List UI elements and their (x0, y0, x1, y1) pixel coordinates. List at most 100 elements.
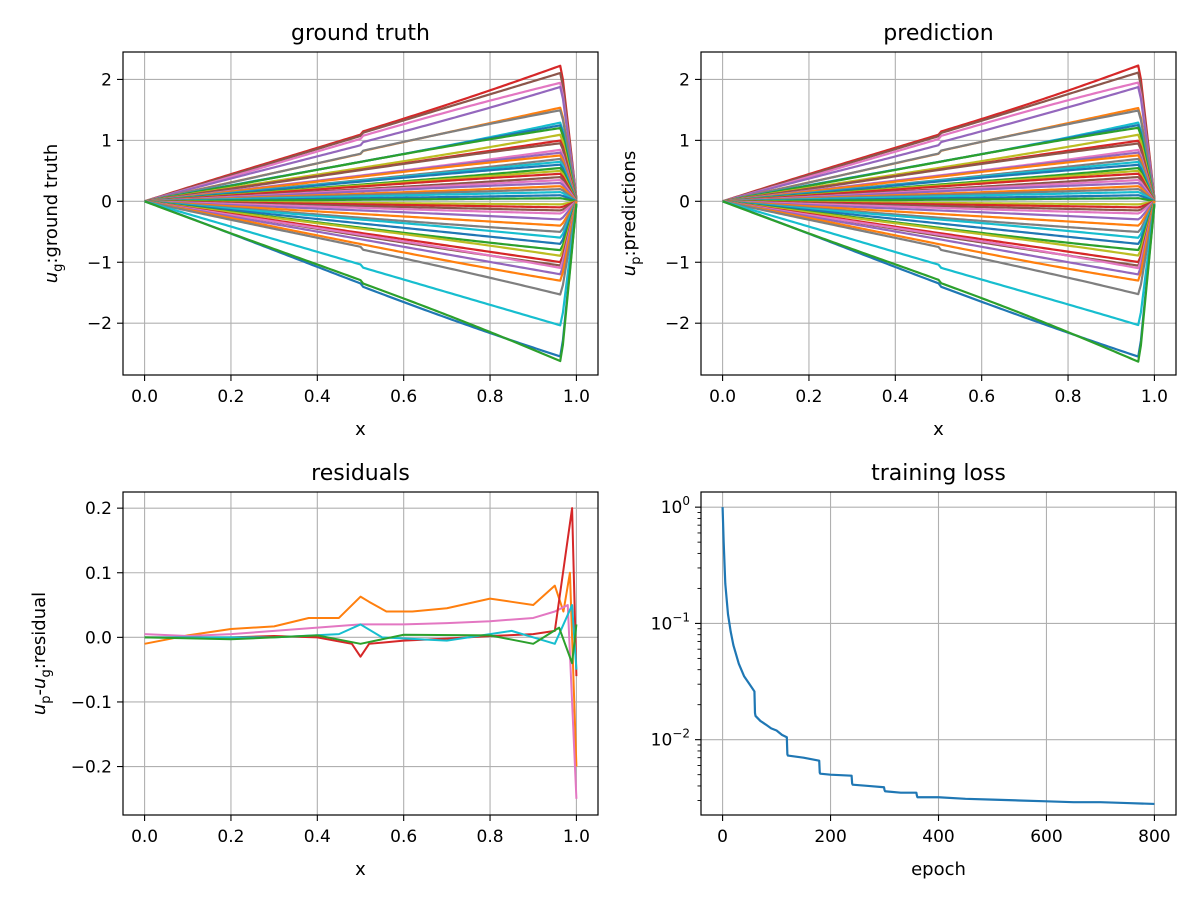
plot-area (721, 507, 1155, 806)
axes-frame (122, 51, 599, 376)
series-line (721, 507, 1155, 806)
y-tick-label: −1 (87, 253, 112, 273)
series-line (722, 200, 1156, 327)
series-line (144, 200, 578, 296)
series-line (722, 200, 1156, 239)
series-line (722, 200, 1156, 296)
y-tick-label: −2 (665, 314, 690, 334)
panel-residuals: 0.0 0.2 0.4 0.6 0.8 1.0 0.2 0.1 0.0 −0.1 −0.2 resi… (29, 461, 599, 880)
x-tick-label: 0.4 (882, 387, 909, 407)
x-tick-label: 600 (1030, 827, 1062, 847)
y-axis-label: up-ug:residual (29, 592, 54, 715)
plot-area (144, 507, 578, 799)
series-line (144, 624, 578, 665)
series-line (144, 200, 578, 363)
chart-title: ground truth (291, 21, 430, 46)
plot-area (144, 64, 578, 363)
y-tick-label: 10−2 (651, 727, 690, 751)
x-tick-label: 0.2 (795, 387, 822, 407)
x-tick-label: 0.2 (217, 387, 244, 407)
series-line (144, 109, 578, 203)
series-line (144, 71, 578, 203)
y-tick-label: 2 (679, 70, 690, 90)
tick-marks: 0.0 0.2 0.4 0.6 0.8 1.0 2 1 0 −1 −2 (87, 70, 590, 407)
series-line (144, 200, 578, 221)
x-tick-label: 0.6 (390, 827, 417, 847)
series-line (144, 200, 578, 227)
x-tick-label: 1.0 (1141, 387, 1168, 407)
y-tick-label: 2 (101, 70, 112, 90)
series-line (144, 200, 578, 245)
x-tick-label: 0.4 (304, 827, 331, 847)
y-tick-label: 0.0 (85, 628, 112, 648)
y-tick-label: 0 (101, 192, 112, 212)
x-tick-label: 1.0 (563, 827, 590, 847)
series-line (144, 142, 578, 203)
tick-marks: 0.0 0.2 0.4 0.6 0.8 1.0 2 1 0 −1 −2 (665, 70, 1168, 407)
grid (701, 492, 1176, 815)
chart-title: training loss (871, 461, 1006, 486)
tick-marks: 0.0 0.2 0.4 0.6 0.8 1.0 0.2 0.1 0.0 −0.1 −0.2 (71, 499, 590, 847)
series-line (722, 200, 1156, 227)
y-tick-label: −0.2 (71, 758, 112, 778)
y-tick-label: 1 (101, 131, 112, 151)
x-tick-label: 800 (1138, 827, 1170, 847)
y-axis-label: ug:ground truth (41, 144, 66, 284)
axes-frame (122, 491, 599, 816)
x-tick-label: 0.8 (477, 387, 504, 407)
y-tick-label: −2 (87, 314, 112, 334)
y-axis-label: up:predictions (619, 151, 644, 276)
x-tick-label: 400 (922, 827, 954, 847)
y-tick-label: 0.2 (85, 499, 112, 519)
series-line (722, 200, 1156, 363)
x-tick-label: 200 (814, 827, 846, 847)
series-line (722, 81, 1156, 203)
x-tick-label: 0 (717, 827, 728, 847)
x-axis-label: x (355, 419, 366, 440)
x-tick-label: 0.0 (131, 387, 158, 407)
x-axis-label: x (933, 419, 944, 440)
series-line (144, 200, 578, 239)
x-tick-label: 0.4 (304, 387, 331, 407)
series-line (722, 200, 1156, 276)
x-tick-label: 0.0 (131, 827, 158, 847)
y-tick-label: 1 (679, 131, 690, 151)
panel-ground-truth: 0.0 0.2 0.4 0.6 0.8 1.0 2 1 0 −1 −2 ground truth x… (41, 21, 599, 440)
series-line (144, 81, 578, 203)
y-tick-label: −1 (665, 253, 690, 273)
axes-frame (700, 51, 1177, 376)
chart-title: prediction (883, 21, 993, 46)
series-line (144, 200, 578, 269)
series-line (722, 142, 1156, 203)
series-line (722, 126, 1156, 203)
x-tick-label: 0.0 (709, 387, 736, 407)
x-tick-label: 0.6 (968, 387, 995, 407)
series-line (144, 126, 578, 203)
panel-prediction: 0.0 0.2 0.4 0.6 0.8 1.0 2 1 0 −1 −2 prediction x u… (619, 21, 1177, 440)
series-line (144, 200, 578, 276)
x-tick-label: 0.8 (477, 827, 504, 847)
y-tick-label: −0.1 (71, 693, 112, 713)
x-axis-label: epoch (911, 859, 966, 880)
series-line (144, 85, 578, 203)
x-tick-label: 1.0 (563, 387, 590, 407)
series-line (144, 200, 578, 282)
series-line (144, 571, 578, 767)
series-line (722, 200, 1156, 282)
plot-area (722, 64, 1156, 363)
x-axis-label: x (355, 859, 366, 880)
series-line (722, 109, 1156, 203)
x-tick-label: 0.6 (390, 387, 417, 407)
x-tick-label: 0.2 (217, 827, 244, 847)
chart-title: residuals (311, 461, 410, 486)
series-line (144, 200, 578, 327)
series-line (722, 200, 1156, 257)
series-line (722, 71, 1156, 203)
series-line (722, 200, 1156, 245)
y-tick-label: 0.1 (85, 564, 112, 584)
series-line (722, 200, 1156, 221)
series-line (144, 200, 578, 257)
series-line (722, 85, 1156, 203)
